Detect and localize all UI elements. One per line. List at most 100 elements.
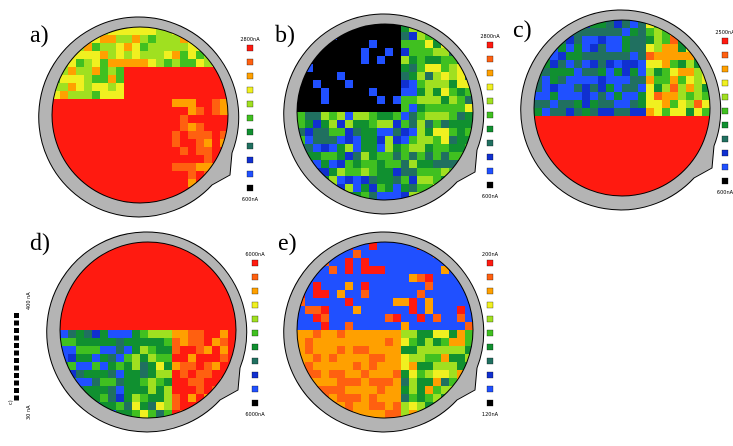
map-cell: [305, 88, 314, 97]
map-cell: [574, 84, 583, 93]
map-cell: [377, 160, 386, 169]
map-cell: [606, 52, 615, 61]
map-cell: [385, 128, 394, 137]
map-cell: [574, 36, 583, 45]
map-cell: [132, 378, 141, 387]
map-cell: [622, 172, 631, 181]
map-cell: [345, 378, 354, 387]
map-cell: [606, 172, 615, 181]
map-cell: [622, 132, 631, 141]
map-cell: [337, 394, 346, 403]
map-cell: [433, 338, 442, 347]
map-cell: [140, 282, 149, 291]
map-cell: [393, 104, 402, 113]
map-cell: [377, 192, 386, 201]
map-cell: [377, 56, 386, 65]
side-label: c): [8, 400, 14, 405]
map-cell: [313, 96, 322, 105]
map-cell: [393, 176, 402, 185]
map-cell: [441, 242, 450, 251]
map-cell: [140, 155, 149, 164]
map-cell: [534, 108, 543, 117]
map-cell: [433, 56, 442, 65]
map-cell: [377, 104, 386, 113]
map-cell: [662, 108, 671, 117]
map-cell: [369, 346, 378, 355]
map-cell: [638, 76, 647, 85]
map-cell: [353, 112, 362, 121]
map-cell: [385, 152, 394, 161]
map-cell: [116, 115, 125, 124]
map-cell: [212, 35, 221, 44]
map-cell: [108, 298, 117, 307]
map-cell: [148, 362, 157, 371]
map-cell: [108, 179, 117, 188]
map-cell: [148, 131, 157, 140]
map-cell: [196, 131, 205, 140]
map-cell: [188, 346, 197, 355]
map-cell: [401, 128, 410, 137]
map-cell: [361, 80, 370, 89]
map-cell: [84, 298, 93, 307]
map-cell: [140, 258, 149, 267]
map-cell: [132, 250, 141, 259]
map-cell: [180, 67, 189, 76]
map-cell: [465, 258, 474, 267]
map-cell: [124, 362, 133, 371]
map-cell: [377, 338, 386, 347]
map-cell: [361, 290, 370, 299]
map-cell: [164, 346, 173, 355]
map-cell: [156, 322, 165, 331]
map-cell: [417, 40, 426, 49]
map-cell: [172, 298, 181, 307]
map-cell: [582, 132, 591, 141]
map-cell: [401, 64, 410, 73]
map-cell: [361, 298, 370, 307]
side-swatch: [14, 396, 19, 401]
map-cell: [148, 83, 157, 92]
map-cell: [100, 298, 109, 307]
map-cell: [297, 394, 306, 403]
map-cell: [409, 394, 418, 403]
map-cell: [417, 282, 426, 291]
map-cell: [377, 274, 386, 283]
map-cell: [124, 354, 133, 363]
map-cell: [220, 43, 229, 52]
map-cell: [598, 76, 607, 85]
map-cell: [425, 378, 434, 387]
map-cell: [124, 147, 133, 156]
map-cell: [68, 306, 77, 315]
map-cell: [377, 32, 386, 41]
map-cell: [313, 112, 322, 121]
map-cell: [542, 28, 551, 37]
map-cell: [345, 72, 354, 81]
map-cell: [566, 132, 575, 141]
map-cell: [156, 51, 165, 60]
map-cell: [140, 346, 149, 355]
map-cell: [345, 266, 354, 275]
map-cell: [369, 184, 378, 193]
map-cell: [393, 290, 402, 299]
map-cell: [590, 124, 599, 133]
map-cell: [204, 346, 213, 355]
map-cell: [196, 75, 205, 84]
side-swatch: [14, 388, 19, 393]
map-cell: [361, 338, 370, 347]
legend-swatch: [487, 182, 493, 188]
map-cell: [212, 314, 221, 323]
map-cell: [108, 370, 117, 379]
map-cell: [702, 20, 711, 29]
map-cell: [132, 362, 141, 371]
map-cell: [148, 163, 157, 172]
map-cell: [369, 282, 378, 291]
map-cell: [228, 410, 237, 419]
map-cell: [686, 84, 695, 93]
map-cell: [409, 176, 418, 185]
legend-swatch: [487, 154, 493, 160]
map-cell: [124, 314, 133, 323]
map-cell: [76, 139, 85, 148]
map-cell: [654, 100, 663, 109]
map-cell: [441, 160, 450, 169]
map-cell: [116, 99, 125, 108]
map-cell: [457, 346, 466, 355]
